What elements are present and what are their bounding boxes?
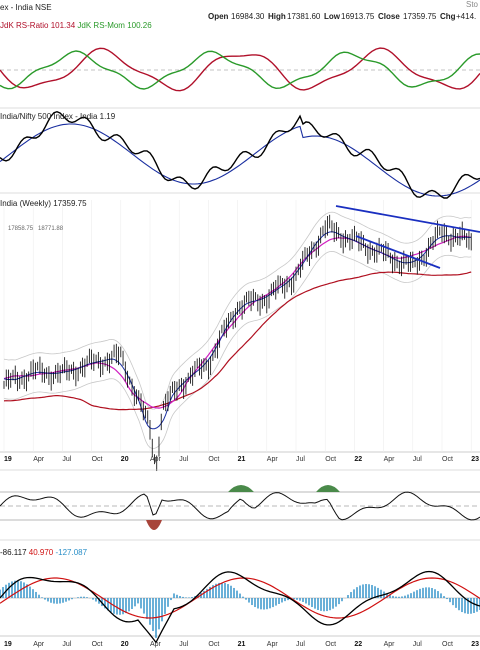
x-tick-label: Oct — [92, 456, 103, 463]
logo-text: Sto — [466, 0, 479, 9]
x-tick-label: 23 — [471, 456, 479, 463]
rrg-momentum-line — [0, 50, 480, 90]
x-tick-label: Apr — [33, 641, 45, 648]
trendline-upper — [335, 205, 480, 233]
x-tick-label: Oct — [442, 641, 453, 648]
x-tick-label: Apr — [384, 456, 396, 463]
x-tick-label: Jul — [179, 641, 188, 648]
x-tick-label: Jul — [62, 456, 71, 463]
x-axis-bottom: 19 Apr Jul Oct 20 Apr Jul Oct 21 Apr Jul Oct 22 Apr Ju… — [4, 641, 479, 648]
x-axis-top: 19 Apr Jul Oct 20 Apr Jul Oct 21 Apr Jul Oct 22 Apr Ju… — [4, 456, 479, 463]
x-tick-label: Apr — [33, 456, 45, 463]
rrg-label: JdK RS-Ratio 101.34 JdK RS-Mom 100.26 — [0, 21, 152, 30]
chart-title: ex - India NSE — [0, 3, 52, 12]
trendlines — [335, 205, 480, 269]
x-tick-label: Apr — [150, 641, 162, 648]
price-label: India (Weekly) 17359.75 — [0, 199, 87, 208]
macd-line — [0, 570, 480, 644]
x-tick-label: 21 — [238, 641, 246, 648]
low-label: Low — [324, 12, 341, 21]
x-tick-label: Oct — [442, 456, 453, 463]
price-panel: India (Weekly) 17359.75 17858.75 18771.8… — [0, 199, 480, 472]
x-tick-label: 22 — [354, 641, 362, 648]
x-tick-label: Jul — [413, 641, 422, 648]
x-tick-label: 20 — [121, 641, 129, 648]
x-tick-label: Jul — [296, 641, 305, 648]
rsi-overbought-fill — [228, 485, 254, 492]
relative-ma-line — [0, 123, 480, 197]
rrg-ratio-line — [0, 47, 480, 92]
price-bars — [3, 214, 472, 472]
trendline-lower — [355, 235, 441, 269]
x-tick-label: Apr — [384, 641, 396, 648]
x-tick-label: 21 — [238, 456, 246, 463]
high-value: 17381.60 — [287, 12, 321, 21]
x-tick-label: Oct — [325, 456, 336, 463]
chart-header: ex - India NSE Open 16984.30 High 17381.… — [0, 0, 479, 21]
x-tick-label: Apr — [267, 456, 279, 463]
x-tick-label: Apr — [150, 456, 162, 463]
ma-long-value: 18771.88 — [38, 226, 64, 232]
x-tick-label: Jul — [179, 456, 188, 463]
rrg-panel: JdK RS-Ratio 101.34 JdK RS-Mom 100.26 — [0, 21, 480, 109]
x-tick-label: 19 — [4, 456, 12, 463]
close-value: 17359.75 — [403, 12, 437, 21]
macd-panel: -86.117 40.970 -127.087 — [0, 548, 480, 644]
chg-label: Chg — [440, 12, 456, 21]
relative-strength-line — [0, 110, 480, 199]
x-tick-label: Jul — [413, 456, 422, 463]
chg-value: +414. — [456, 12, 476, 21]
x-tick-label: Oct — [208, 641, 219, 648]
bollinger-upper — [3, 211, 472, 410]
x-tick-label: Oct — [325, 641, 336, 648]
rsi-overbought-fill — [316, 485, 340, 492]
x-tick-label: Oct — [92, 641, 103, 648]
macd-label: -86.117 40.970 -127.087 — [0, 548, 88, 557]
rsi-oversold-fill — [146, 520, 162, 530]
x-tick-label: 20 — [121, 456, 129, 463]
ma-long-line — [3, 271, 472, 411]
relative-strength-panel: India/Nifty 500 Index - India 1.19 — [0, 110, 480, 199]
x-tick-label: 23 — [471, 641, 479, 648]
rsi-line — [0, 491, 480, 521]
open-value: 16984.30 — [231, 12, 265, 21]
x-tick-label: 22 — [354, 456, 362, 463]
open-label: Open — [208, 12, 229, 21]
x-tick-label: Apr — [267, 641, 279, 648]
relative-label: India/Nifty 500 Index - India 1.19 — [0, 112, 116, 121]
close-label: Close — [378, 12, 400, 21]
macd-histogram — [0, 580, 480, 638]
rsi-panel — [0, 469, 480, 541]
x-tick-label: Jul — [62, 641, 71, 648]
x-tick-label: 19 — [4, 641, 12, 648]
ma-short-value: 17858.75 — [8, 226, 34, 232]
bollinger-lower — [3, 250, 472, 449]
x-tick-label: Jul — [296, 456, 305, 463]
x-tick-label: Oct — [208, 456, 219, 463]
high-label: High — [268, 12, 286, 21]
low-value: 16913.75 — [341, 12, 375, 21]
